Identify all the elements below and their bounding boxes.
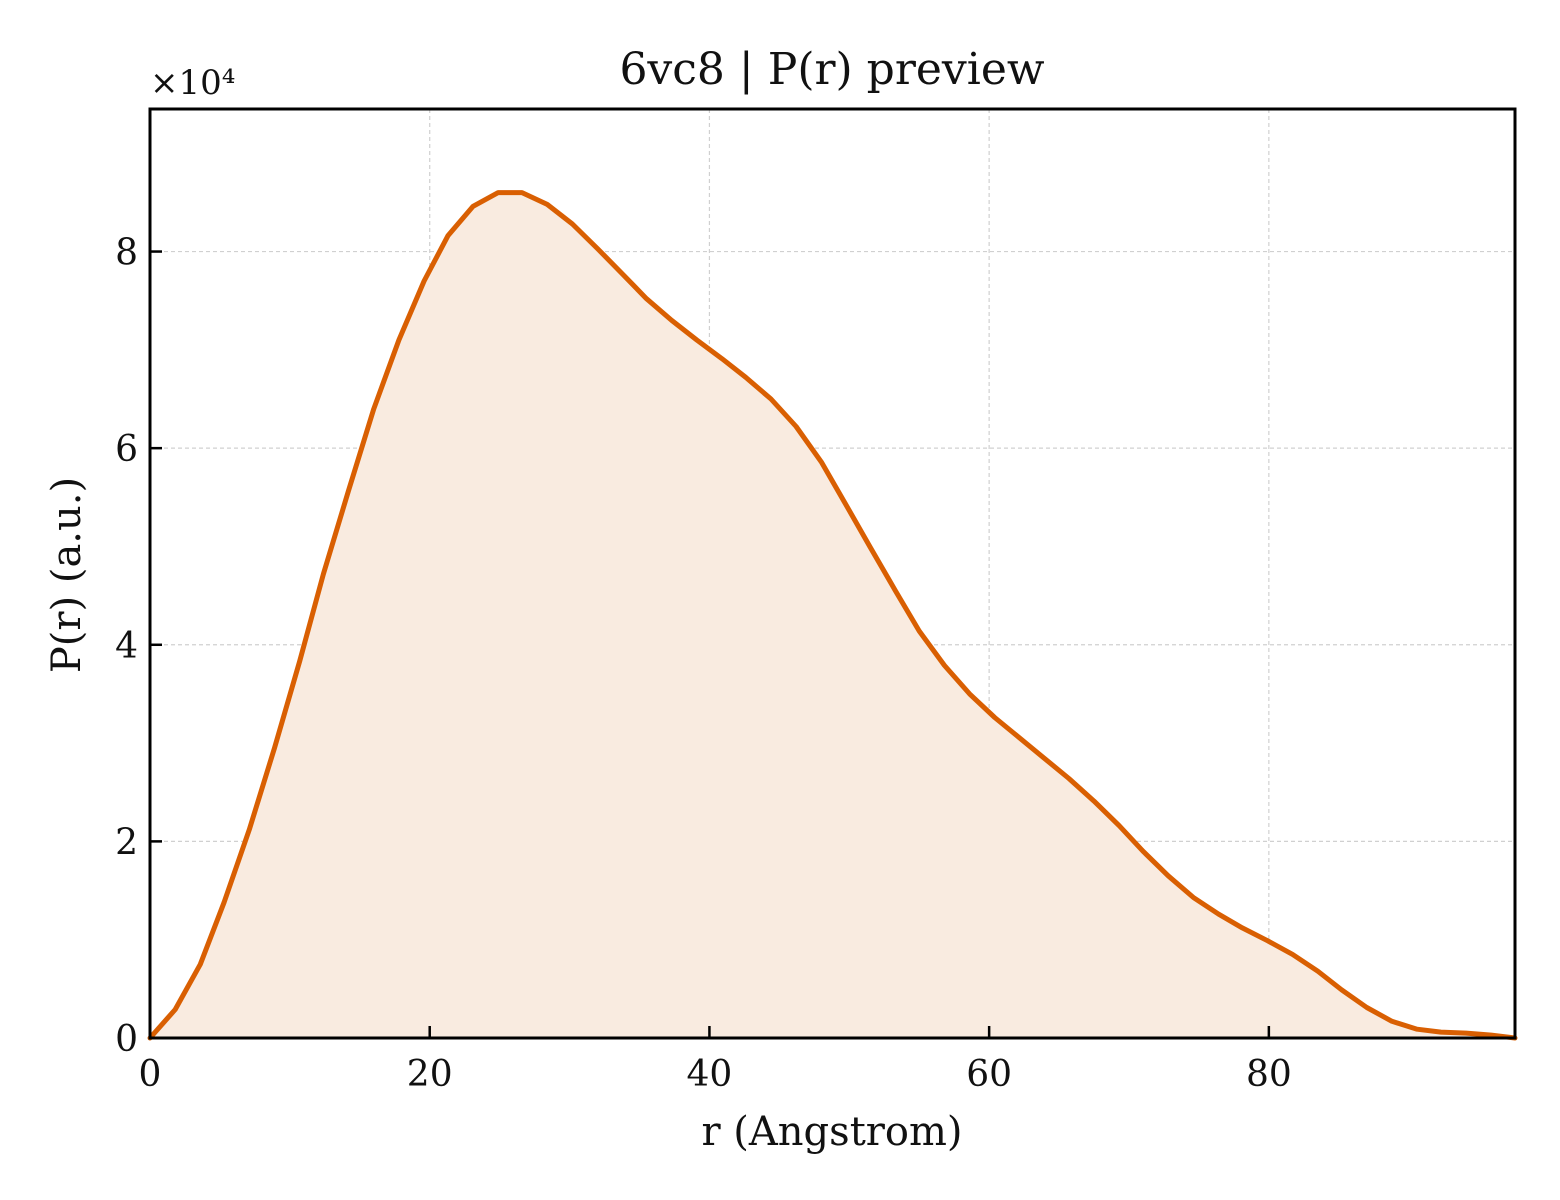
axis-ticks: 0 20 40 60 80 0 2 4 6 8 [115,233,1292,1095]
chart-title: 6vc8 | P(r) preview [619,44,1044,95]
plot-series [147,190,1518,1041]
x-tick-label: 40 [687,1054,733,1095]
y-tick-label: 2 [115,822,138,863]
x-tick-label: 80 [1246,1054,1292,1095]
x-tick-label: 0 [139,1054,162,1095]
x-tick-label: 60 [966,1054,1012,1095]
y-tick-label: 4 [115,626,138,667]
y-tick-label: 8 [115,233,138,274]
y-offset-label: ×10⁴ [150,63,235,103]
y-axis-label: P(r) (a.u.) [44,477,90,673]
pr-area-fill [150,192,1515,1039]
x-axis-label: r (Angstrom) [701,1109,962,1155]
x-tick-label: 20 [407,1054,453,1095]
y-tick-label: 0 [115,1019,138,1060]
y-tick-label: 6 [115,429,138,470]
plot-frame [148,107,1517,1040]
pr-curve-line [147,190,1518,1041]
